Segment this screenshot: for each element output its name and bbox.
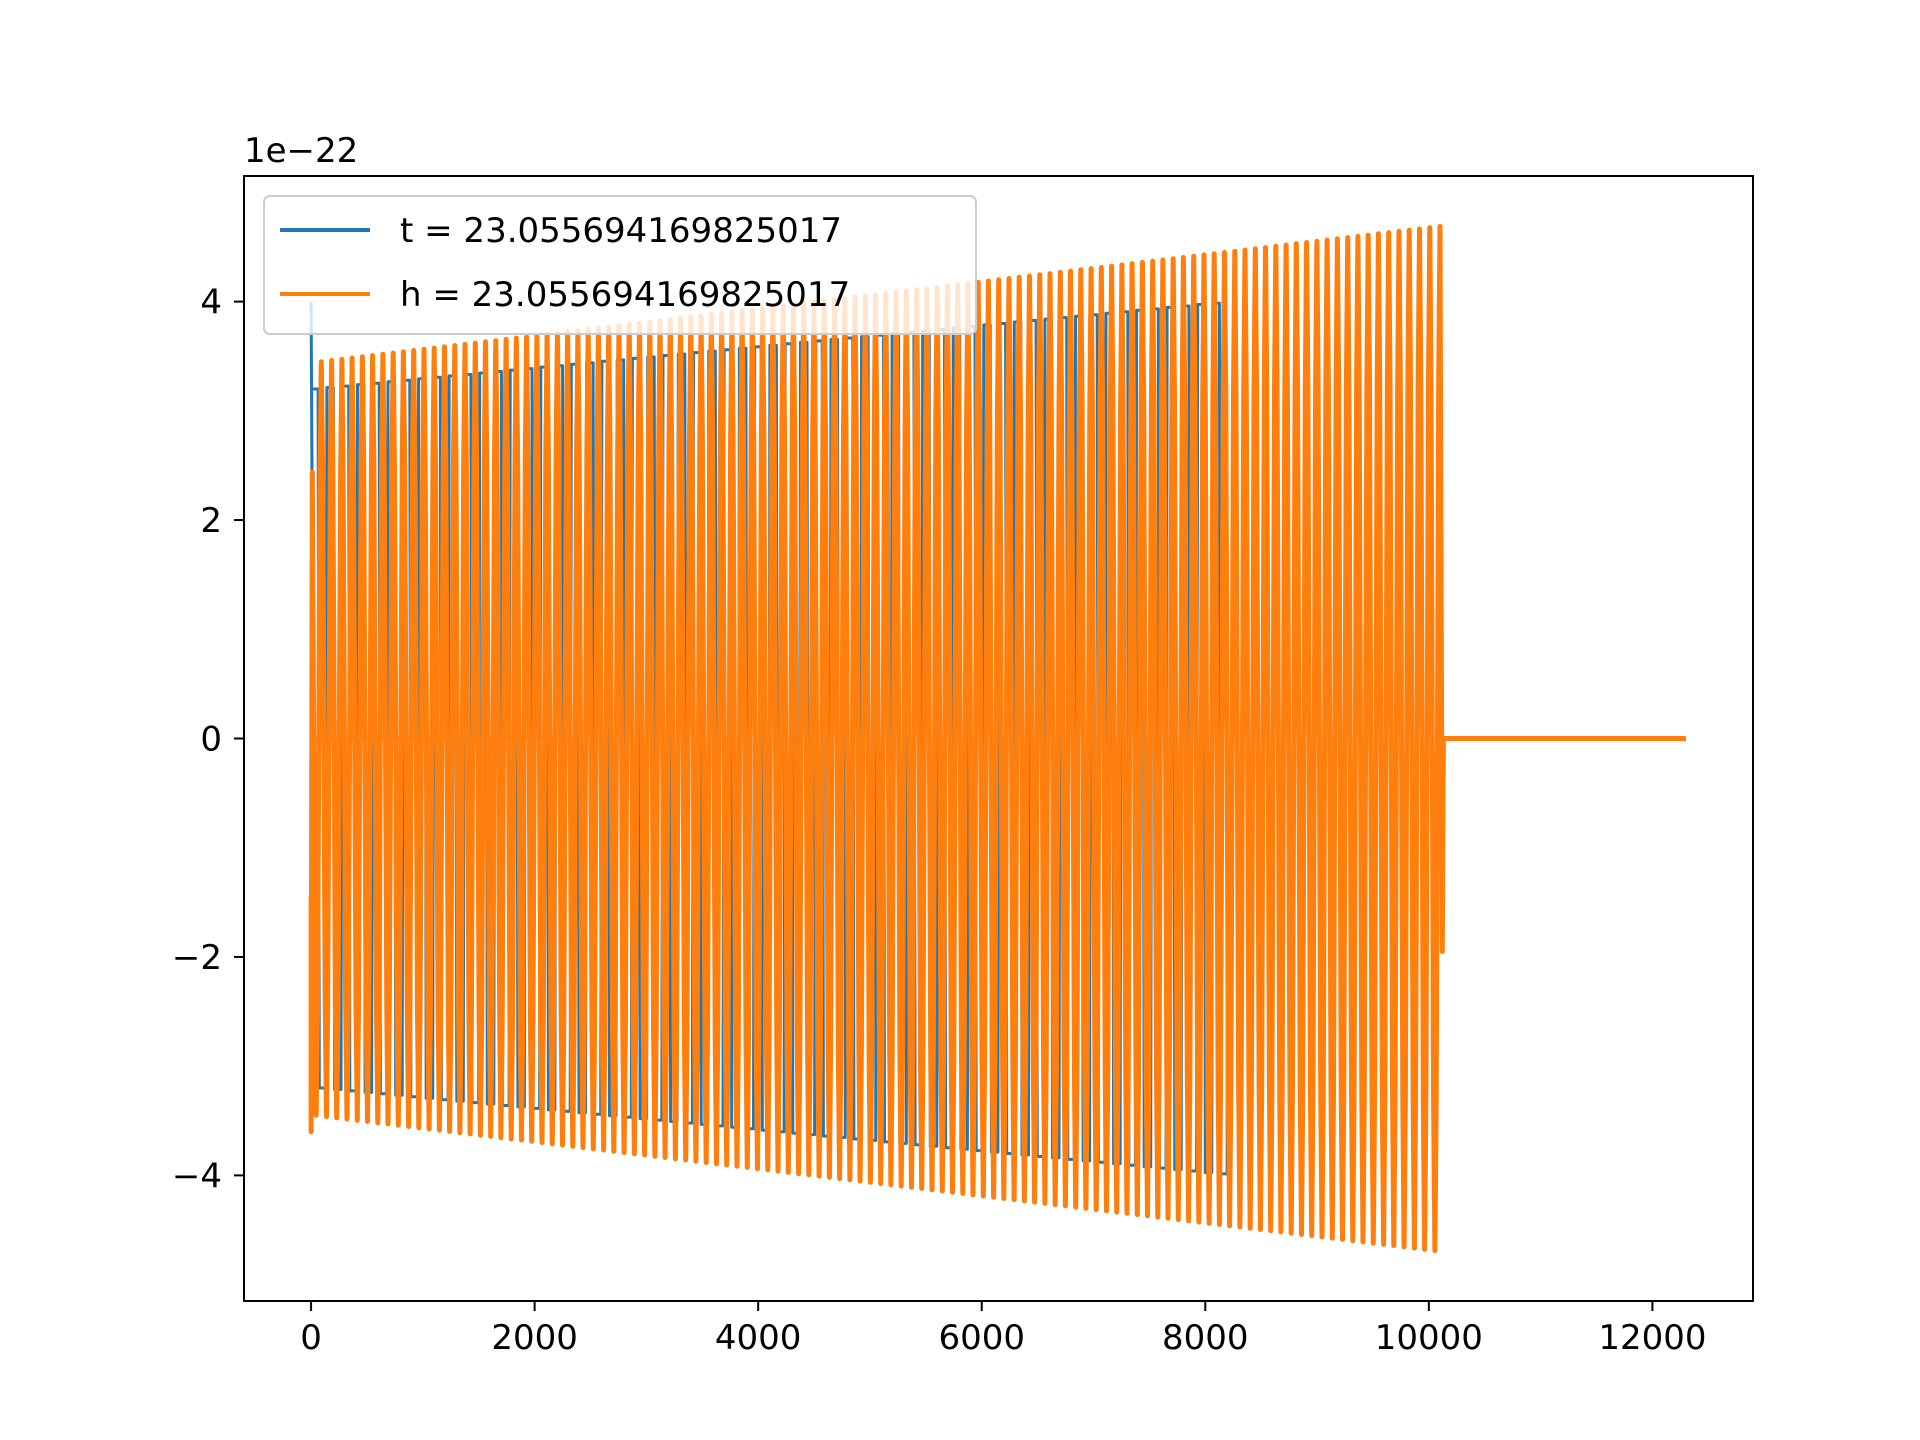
y-offset-label: 1e−22	[244, 131, 358, 171]
y-tick-label: −2	[172, 938, 222, 978]
y-tick-label: 0	[200, 720, 222, 760]
legend-label-t: t = 23.055694169825017	[400, 211, 842, 251]
x-tick-label: 12000	[1598, 1318, 1706, 1358]
x-tick-label: 8000	[1162, 1318, 1249, 1358]
x-tick-label: 2000	[491, 1318, 578, 1358]
x-tick-label: 6000	[938, 1318, 1025, 1358]
x-tick-label: 0	[300, 1318, 322, 1358]
x-tick-label: 4000	[715, 1318, 802, 1358]
x-tick-label: 10000	[1375, 1318, 1483, 1358]
y-tick-label: 2	[200, 501, 222, 541]
legend-label-h: h = 23.055694169825017	[400, 275, 850, 315]
legend: t = 23.055694169825017 h = 23.0556941698…	[264, 196, 976, 334]
y-tick-label: −4	[172, 1156, 222, 1196]
y-tick-label: 4	[200, 283, 222, 323]
